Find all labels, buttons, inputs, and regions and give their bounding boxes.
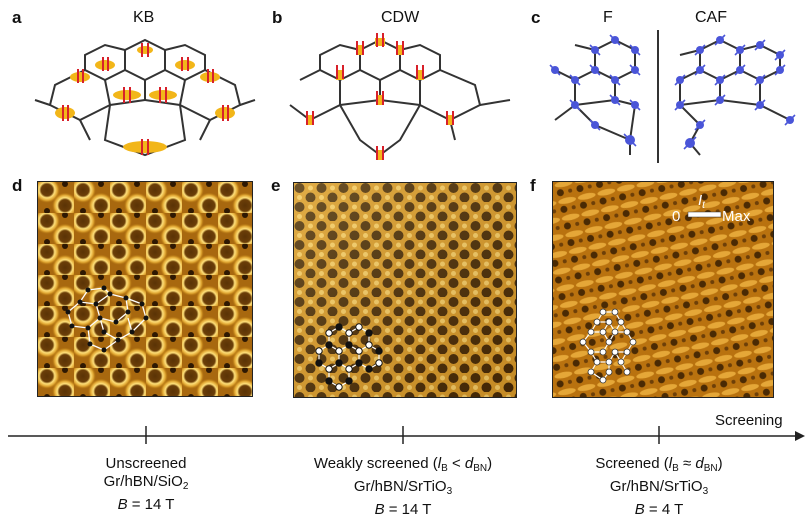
lattice-sites-e <box>315 323 383 391</box>
panel-title-f: F <box>603 9 613 26</box>
panel-label-e: e <box>271 176 281 195</box>
panel-label-c: c <box>531 8 541 27</box>
panel-label-b: b <box>272 8 283 27</box>
caption-unscreened: Unscreened Gr/hBN/SiO2 B = 14 T <box>103 455 189 513</box>
panel-title-kb: KB <box>133 9 155 26</box>
stm-image-screened <box>552 181 774 398</box>
f-bonds <box>554 38 636 155</box>
kb-bonds <box>34 38 256 157</box>
panel-label-f: f <box>530 176 536 195</box>
spin-arrows <box>549 34 796 150</box>
colorbar <box>687 211 722 218</box>
caf-bonds <box>679 38 791 156</box>
screening-axis-label: Screening <box>715 412 783 429</box>
colorbar-min-label: 0 <box>672 208 681 225</box>
panel-title-cdw: CDW <box>381 9 420 26</box>
caption-weakly-screened: Weakly screened (lB < dBN) Gr/hBN/SrTiO3… <box>313 455 493 518</box>
f-spins <box>551 36 639 145</box>
kb-lattice-diagram <box>34 38 256 157</box>
panel-label-a: a <box>12 8 22 27</box>
cdw-bonds <box>289 38 511 157</box>
caption-screened: Screened (lB ≈ dBN) Gr/hBN/SrTiO3 B = 4 … <box>595 455 723 518</box>
panel-label-d: d <box>12 176 23 195</box>
colorbar-symbol: It <box>698 192 705 211</box>
lattice-sites-d <box>65 285 149 353</box>
panel-title-caf: CAF <box>695 9 727 26</box>
screening-axis <box>8 426 805 444</box>
lattice-sites-f <box>579 308 637 384</box>
kb-bond-ellipses <box>55 46 235 153</box>
cdw-spin-arrows <box>306 33 454 160</box>
cdw-lattice-diagram <box>289 33 511 160</box>
kb-spin-arrows <box>62 43 229 155</box>
cdw-sites <box>306 38 454 160</box>
stm-image-unscreened <box>37 181 253 397</box>
stm-image-weakly-screened <box>293 182 517 398</box>
colorbar-max-label: Max <box>722 208 751 225</box>
f-caf-diagram <box>549 30 796 163</box>
